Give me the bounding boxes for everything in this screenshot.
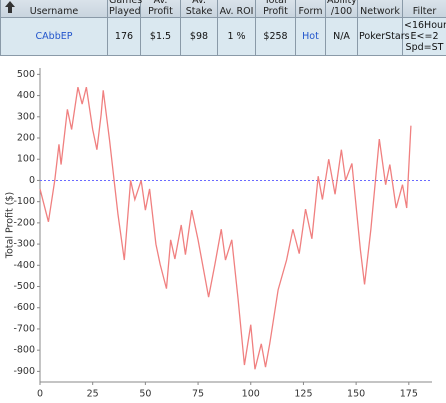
column-header[interactable]: Network xyxy=(357,0,403,18)
y-tick-label: 400 xyxy=(17,90,35,101)
y-tick-label: -900 xyxy=(13,366,35,377)
x-tick-label: 100 xyxy=(242,389,260,400)
y-tick-label: -700 xyxy=(13,323,35,334)
cell: PokerStars xyxy=(357,17,410,56)
y-tick-label: -100 xyxy=(13,196,35,207)
y-tick-label: 100 xyxy=(17,154,35,165)
column-header[interactable]: Form xyxy=(295,0,326,18)
y-tick-label: 300 xyxy=(17,111,35,122)
x-tick-label: 25 xyxy=(87,389,99,400)
column-header[interactable]: Ability /100 xyxy=(325,0,358,18)
cell: 1 % xyxy=(217,17,256,56)
profit-line xyxy=(39,86,412,370)
column-header[interactable]: Games Played xyxy=(107,0,142,18)
cell: $258 xyxy=(255,17,296,56)
y-tick-label: -500 xyxy=(13,281,35,292)
y-axis-label: Total Profit ($) xyxy=(5,192,16,259)
x-tick-label: 0 xyxy=(37,389,43,400)
x-tick-label: 75 xyxy=(192,389,204,400)
column-header[interactable]: Av. ROI xyxy=(217,0,256,18)
x-tick-label: 175 xyxy=(400,389,418,400)
y-tick-label: 0 xyxy=(29,175,35,186)
column-header[interactable]: Filter xyxy=(402,0,446,18)
x-tick-label: 125 xyxy=(294,389,312,400)
y-tick-label: -800 xyxy=(13,345,35,356)
cell: N/A xyxy=(325,17,358,56)
x-tick-label: 50 xyxy=(139,389,151,400)
cell: $1.5 xyxy=(140,17,181,56)
column-header[interactable]: Total Profit xyxy=(255,0,296,18)
x-tick-label: 150 xyxy=(347,389,365,400)
y-tick-label: -600 xyxy=(13,302,35,313)
cell: CAbbEP xyxy=(0,17,108,56)
column-header[interactable]: Av. Stake xyxy=(180,0,218,18)
stats-table: Username Games Played Av. Profit Av. Stake A… xyxy=(0,0,446,56)
cell: 176 xyxy=(107,17,141,56)
y-tick-label: 200 xyxy=(17,133,35,144)
y-tick-label: -400 xyxy=(13,260,35,271)
cell: $98 xyxy=(180,17,218,56)
sort-arrow[interactable] xyxy=(3,0,17,14)
y-tick-label: 500 xyxy=(17,69,35,80)
column-header[interactable]: Av. Profit xyxy=(140,0,181,18)
cell: <16Hours E<=2 Spd=ST xyxy=(402,17,446,56)
y-tick-label: -300 xyxy=(13,239,35,250)
cell: Hot xyxy=(295,17,326,56)
column-header[interactable]: Username xyxy=(0,0,108,18)
y-tick-label: -200 xyxy=(13,217,35,228)
